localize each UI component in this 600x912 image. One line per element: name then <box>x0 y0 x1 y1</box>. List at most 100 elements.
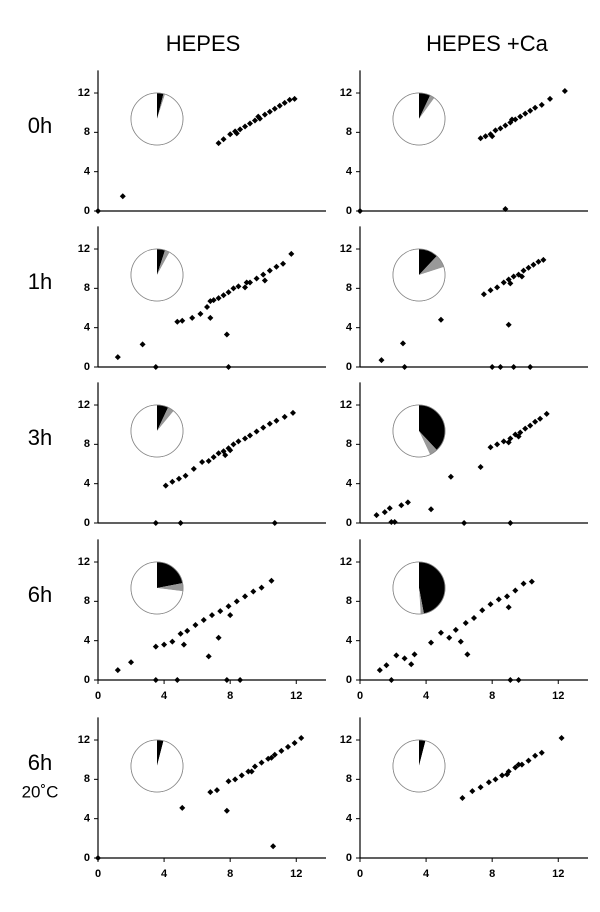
y-tick-label: 4 <box>84 635 91 647</box>
x-tick-label: 8 <box>227 690 233 702</box>
data-point <box>271 751 278 758</box>
data-point <box>260 424 267 431</box>
data-point <box>266 108 273 115</box>
pie-slice <box>157 583 183 592</box>
data-point <box>179 804 186 811</box>
data-point <box>286 96 293 103</box>
data-point <box>527 422 534 429</box>
data-point <box>494 284 501 291</box>
data-point <box>561 88 568 95</box>
x-tick-label: 8 <box>489 868 495 880</box>
data-point <box>232 776 239 783</box>
data-point <box>404 499 411 506</box>
data-point <box>288 250 295 257</box>
data-point <box>261 277 268 284</box>
data-point <box>182 472 189 479</box>
data-point <box>464 651 471 658</box>
data-point <box>515 677 522 683</box>
data-point <box>497 125 504 132</box>
data-point <box>507 677 514 683</box>
y-tick-label: 8 <box>346 438 352 450</box>
data-point <box>289 409 296 416</box>
pie-border <box>392 404 446 458</box>
x-tick-label: 12 <box>290 690 302 702</box>
x-tick-label: 4 <box>161 690 168 702</box>
y-tick-label: 8 <box>346 126 352 138</box>
y-tick-label: 12 <box>340 243 352 255</box>
pie-slice <box>419 431 437 455</box>
data-point <box>378 357 385 364</box>
data-point <box>532 418 539 425</box>
data-point <box>271 105 278 112</box>
data-point <box>502 206 509 213</box>
data-point <box>504 593 511 600</box>
data-point <box>547 95 553 102</box>
data-point <box>233 130 240 137</box>
data-point <box>515 761 522 768</box>
data-point <box>207 789 214 796</box>
row-label: 3h <box>28 425 52 450</box>
data-point <box>512 587 519 594</box>
y-tick-label: 4 <box>84 478 91 490</box>
data-point <box>527 107 534 114</box>
data-point <box>535 258 542 265</box>
data-point <box>520 580 527 587</box>
data-point <box>504 771 511 778</box>
row-sublabel: 20˚C <box>22 782 59 801</box>
data-point <box>225 364 232 370</box>
data-point <box>95 855 101 861</box>
pie-border <box>130 561 184 615</box>
data-point <box>251 117 258 124</box>
data-point <box>281 99 288 106</box>
y-tick-label: 0 <box>346 517 352 529</box>
data-point <box>489 364 496 370</box>
y-tick-label: 0 <box>84 205 90 217</box>
data-point <box>205 653 212 660</box>
pie-slice <box>157 250 170 275</box>
data-point <box>502 122 509 129</box>
data-point <box>538 749 545 756</box>
data-point <box>515 433 522 440</box>
data-point <box>437 316 444 323</box>
y-tick-label: 0 <box>84 674 90 686</box>
data-point <box>225 603 232 610</box>
pie-slice <box>419 405 446 450</box>
x-tick-label: 8 <box>489 690 495 702</box>
data-point <box>225 778 232 785</box>
data-point <box>215 140 222 147</box>
data-point <box>268 577 275 584</box>
data-point <box>230 285 237 292</box>
data-point <box>477 463 484 470</box>
data-point <box>512 764 519 771</box>
data-point <box>520 267 527 274</box>
pie-slice <box>419 93 431 119</box>
data-point <box>189 314 196 321</box>
data-point <box>482 133 489 140</box>
data-point <box>270 843 277 850</box>
data-point <box>492 776 499 783</box>
data-point <box>162 482 169 489</box>
data-point <box>175 475 182 482</box>
data-point <box>408 661 415 668</box>
data-point <box>205 458 212 465</box>
data-point <box>271 520 278 526</box>
data-point <box>242 123 249 130</box>
data-point <box>197 310 204 317</box>
data-point <box>447 473 454 480</box>
y-tick-label: 12 <box>78 734 90 746</box>
data-point <box>190 465 197 472</box>
data-point <box>401 655 408 662</box>
data-point <box>538 101 545 108</box>
data-point <box>223 677 230 683</box>
x-tick-label: 12 <box>552 690 564 702</box>
data-point <box>285 743 291 750</box>
data-point <box>220 136 227 143</box>
data-point <box>376 667 383 674</box>
data-point <box>260 271 267 278</box>
data-point <box>247 279 253 286</box>
data-point <box>373 512 380 519</box>
data-point <box>461 520 468 526</box>
data-point <box>518 761 525 768</box>
data-point <box>161 641 168 648</box>
data-point <box>230 441 237 448</box>
